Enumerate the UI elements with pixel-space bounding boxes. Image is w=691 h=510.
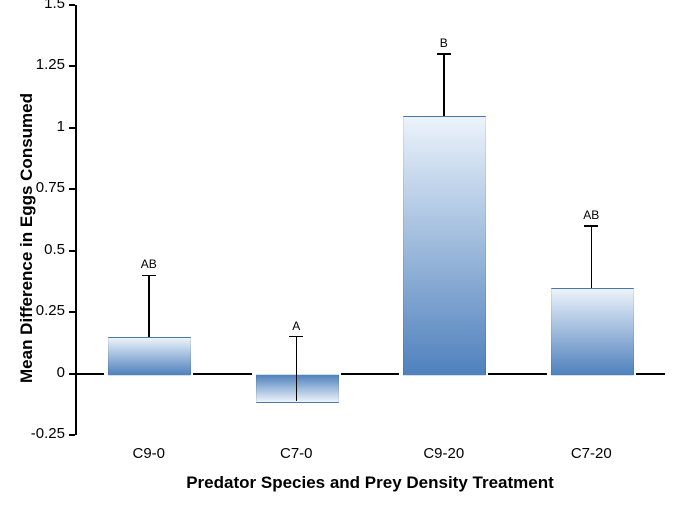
- y-tick: [69, 65, 75, 67]
- y-tick: [69, 311, 75, 313]
- x-tick-label: C7-20: [518, 445, 666, 462]
- chart-container: -0.2500.250.50.7511.251.5ABC9-0AC7-0BC9-…: [0, 0, 691, 510]
- y-tick: [69, 4, 75, 6]
- y-tick-label: -0.25: [15, 425, 65, 442]
- y-tick-label: 1.5: [15, 0, 65, 12]
- significance-label: A: [276, 319, 316, 333]
- y-tick: [69, 127, 75, 129]
- plot-area: -0.2500.250.50.7511.251.5ABC9-0AC7-0BC9-…: [75, 5, 665, 435]
- significance-label: B: [424, 36, 464, 50]
- y-axis-title: Mean Difference in Eggs Consumed: [17, 93, 37, 383]
- bar: [551, 288, 634, 376]
- error-bar-cap: [142, 275, 156, 277]
- y-tick: [69, 188, 75, 190]
- x-axis-segment: [636, 373, 665, 375]
- y-tick: [69, 373, 75, 375]
- x-axis-segment: [193, 373, 251, 375]
- x-axis-title: Predator Species and Prey Density Treatm…: [75, 473, 665, 493]
- x-axis-segment: [488, 373, 546, 375]
- y-tick-label: 1.25: [15, 56, 65, 73]
- bar: [256, 374, 339, 403]
- error-bar-cap: [584, 225, 598, 227]
- y-axis-line: [75, 5, 77, 435]
- x-tick-label: C9-20: [370, 445, 518, 462]
- x-axis-segment: [341, 373, 399, 375]
- error-bar: [148, 275, 150, 336]
- x-tick-label: C9-0: [75, 445, 223, 462]
- y-tick: [69, 250, 75, 252]
- significance-label: AB: [571, 208, 611, 222]
- x-tick-label: C7-0: [223, 445, 371, 462]
- significance-label: AB: [129, 257, 169, 271]
- error-bar: [591, 226, 593, 287]
- bar: [403, 116, 486, 376]
- bar: [108, 337, 191, 376]
- error-bar-cap: [289, 336, 303, 338]
- error-bar: [296, 337, 298, 401]
- error-bar-cap: [437, 53, 451, 55]
- x-axis-segment: [77, 373, 104, 375]
- error-bar: [443, 54, 445, 115]
- y-tick: [69, 434, 75, 436]
